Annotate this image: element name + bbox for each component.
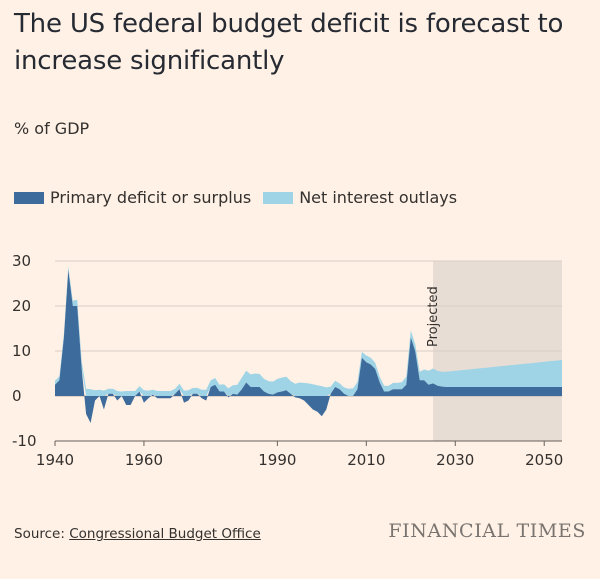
series-net-interest [55,266,562,396]
x-tick-label: 1960 [125,451,163,469]
legend: Primary deficit or surplus Net interest … [14,188,469,207]
y-tick-label: 0 [12,387,22,405]
y-tick-label: -10 [12,432,37,450]
y-tick-label: 20 [12,297,31,315]
x-tick-label: 2030 [436,451,474,469]
legend-swatch-primary [14,191,44,204]
projected-label: Projected [426,286,441,347]
x-tick-label: 1990 [258,451,296,469]
legend-label-interest: Net interest outlays [299,188,458,207]
source-prefix: Source: [14,526,70,542]
legend-swatch-interest [263,191,294,204]
series-primary-deficit [55,270,562,423]
x-tick-label: 2010 [347,451,385,469]
source-link[interactable]: Congressional Budget Office [69,526,261,542]
legend-label-primary: Primary deficit or surplus [50,188,252,207]
y-tick-label: 10 [12,342,31,360]
chart-subtitle: % of GDP [14,119,90,138]
x-tick-label: 1940 [36,451,74,469]
legend-item-primary: Primary deficit or surplus [14,188,251,207]
source-line: Source: Congressional Budget Office [14,526,261,542]
x-tick-label: 2050 [525,451,563,469]
y-tick-label: 30 [12,252,31,270]
legend-item-interest: Net interest outlays [263,188,457,207]
ft-logo: FINANCIAL TIMES [388,520,586,542]
chart-title: The US federal budget deficit is forecas… [14,9,564,76]
